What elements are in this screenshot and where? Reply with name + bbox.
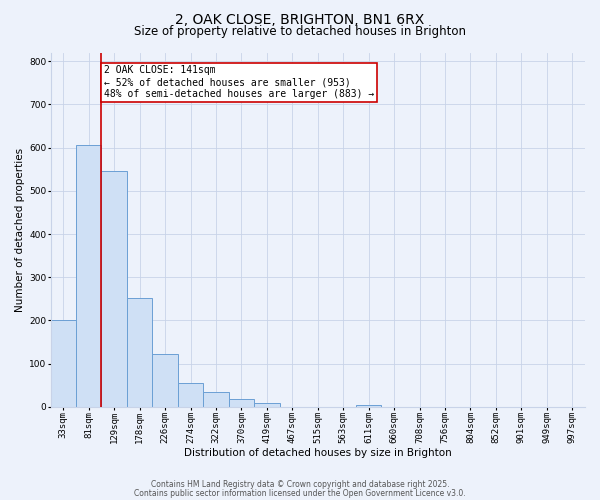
Y-axis label: Number of detached properties: Number of detached properties	[15, 148, 25, 312]
Text: Contains HM Land Registry data © Crown copyright and database right 2025.: Contains HM Land Registry data © Crown c…	[151, 480, 449, 489]
Bar	[356, 405, 382, 407]
Text: 2, OAK CLOSE, BRIGHTON, BN1 6RX: 2, OAK CLOSE, BRIGHTON, BN1 6RX	[175, 12, 425, 26]
Bar	[101, 171, 127, 407]
Text: 2 OAK CLOSE: 141sqm
← 52% of detached houses are smaller (953)
48% of semi-detac: 2 OAK CLOSE: 141sqm ← 52% of detached ho…	[104, 66, 374, 98]
Bar	[50, 320, 76, 407]
Text: Contains public sector information licensed under the Open Government Licence v3: Contains public sector information licen…	[134, 488, 466, 498]
Bar	[76, 145, 101, 407]
Bar	[178, 383, 203, 407]
Bar	[127, 298, 152, 407]
Text: Size of property relative to detached houses in Brighton: Size of property relative to detached ho…	[134, 25, 466, 38]
Bar	[254, 402, 280, 407]
Bar	[229, 399, 254, 407]
Bar	[152, 354, 178, 407]
X-axis label: Distribution of detached houses by size in Brighton: Distribution of detached houses by size …	[184, 448, 452, 458]
Bar	[203, 392, 229, 407]
